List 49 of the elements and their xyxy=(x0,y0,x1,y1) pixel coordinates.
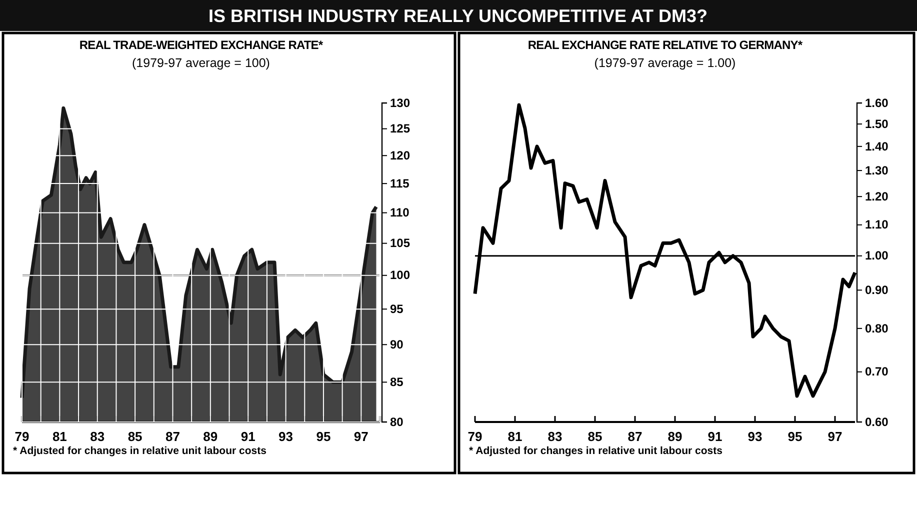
x-tick-label: 97 xyxy=(354,429,368,444)
y-tick-label: 105 xyxy=(390,236,410,250)
y-tick-label: 100 xyxy=(390,268,410,282)
x-tick-label: 87 xyxy=(628,429,642,444)
y-tick-label: 0.70 xyxy=(865,364,889,379)
y-tick-label: 80 xyxy=(390,414,404,429)
y-tick-label: 1.20 xyxy=(865,189,889,204)
x-tick-label: 95 xyxy=(316,429,331,444)
y-tick-label: 90 xyxy=(390,337,404,352)
x-tick-label: 91 xyxy=(240,429,256,444)
y-tick-label: 130 xyxy=(390,96,410,110)
y-tick-label: 0.90 xyxy=(865,282,889,297)
y-tick-label: 115 xyxy=(390,176,410,190)
x-tick-label: 81 xyxy=(52,429,67,444)
x-tick-label: 79 xyxy=(468,429,482,444)
x-tick-label: 89 xyxy=(203,429,218,444)
x-tick-label: 83 xyxy=(90,429,105,444)
x-tick-label: 81 xyxy=(508,429,522,444)
chart-subtitle: REAL TRADE-WEIGHTED EXCHANGE RATE* xyxy=(79,38,324,52)
y-tick-label: 1.30 xyxy=(865,163,889,178)
y-tick-label: 1.10 xyxy=(865,218,889,232)
x-tick-label: 91 xyxy=(708,429,722,444)
y-tick-label: 110 xyxy=(390,206,410,220)
text: IS BRITISH INDUSTRY REALLY UNCOMPETITIVE AT DM3? xyxy=(208,6,708,26)
y-tick-label: 1.40 xyxy=(865,139,889,154)
y-axis-title: (1979-97 average = 1.00) xyxy=(594,56,736,70)
x-tick-label: 97 xyxy=(828,429,842,444)
y-tick-label: 1.00 xyxy=(865,248,889,263)
x-tick-label: 85 xyxy=(588,429,602,444)
y-tick-label: 95 xyxy=(390,302,404,316)
x-tick-label: 93 xyxy=(278,429,294,444)
y-tick-label: 125 xyxy=(390,122,410,136)
x-tick-label: 83 xyxy=(548,429,562,444)
x-tick-label: 87 xyxy=(166,429,180,444)
y-tick-label: 1.50 xyxy=(865,116,889,131)
chart-title: REAL EXCHANGE RATE RELATIVE TO GERMANY* xyxy=(528,38,803,52)
y-axis-title: (1979-97 average = 100) xyxy=(132,56,270,70)
x-tick-label: 89 xyxy=(668,429,682,444)
y-tick-label: 1.60 xyxy=(865,96,889,110)
x-tick-label: 95 xyxy=(788,429,802,444)
y-tick-label: 0.80 xyxy=(865,321,889,336)
y-tick-label: 85 xyxy=(390,375,404,390)
x-tick-label: 85 xyxy=(128,429,142,444)
y-tick-label: 120 xyxy=(390,148,410,162)
y-tick-label: 0.60 xyxy=(865,414,889,429)
text: * Adjusted for changes in relative unit labour costs xyxy=(13,445,267,457)
x-tick-label: 93 xyxy=(748,429,762,444)
text: * Adjusted for changes in relative unit labour costs xyxy=(469,445,723,457)
x-tick-label: 79 xyxy=(14,429,30,444)
